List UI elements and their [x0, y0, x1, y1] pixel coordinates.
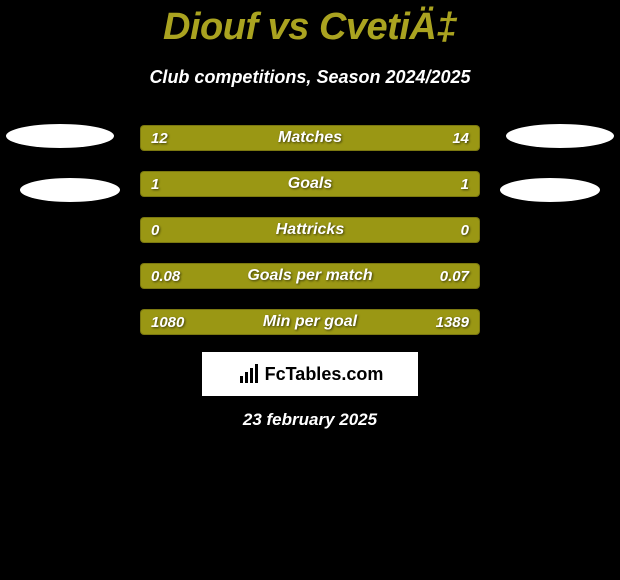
date-line: 23 february 2025 [0, 410, 620, 430]
comparison-card: Diouf vs CvetiÄ‡ Club competitions, Seas… [0, 0, 620, 580]
stat-right-value: 0 [461, 218, 469, 242]
page-title: Diouf vs CvetiÄ‡ [0, 0, 620, 49]
player-left-marker-2 [20, 178, 120, 202]
stat-right-value: 1 [461, 172, 469, 196]
stats-bars: 12 Matches 14 1 Goals 1 0 Hattricks 0 0.… [140, 125, 480, 355]
player-left-marker-1 [6, 124, 114, 148]
stat-label: Hattricks [141, 218, 479, 242]
stat-label: Goals [141, 172, 479, 196]
stat-right-value: 14 [452, 126, 469, 150]
subtitle: Club competitions, Season 2024/2025 [0, 67, 620, 88]
stat-right-value: 1389 [436, 310, 469, 334]
credit-text: FcTables.com [265, 364, 384, 385]
stat-right-value: 0.07 [440, 264, 469, 288]
stat-row: 1 Goals 1 [140, 171, 480, 197]
player-right-marker-2 [500, 178, 600, 202]
stat-row: 1080 Min per goal 1389 [140, 309, 480, 335]
stat-row: 12 Matches 14 [140, 125, 480, 151]
stat-row: 0 Hattricks 0 [140, 217, 480, 243]
stat-label: Min per goal [141, 310, 479, 334]
player-right-marker-1 [506, 124, 614, 148]
chart-icon [237, 362, 261, 386]
credit-box[interactable]: FcTables.com [202, 352, 418, 396]
stat-label: Goals per match [141, 264, 479, 288]
stat-row: 0.08 Goals per match 0.07 [140, 263, 480, 289]
stat-label: Matches [141, 126, 479, 150]
